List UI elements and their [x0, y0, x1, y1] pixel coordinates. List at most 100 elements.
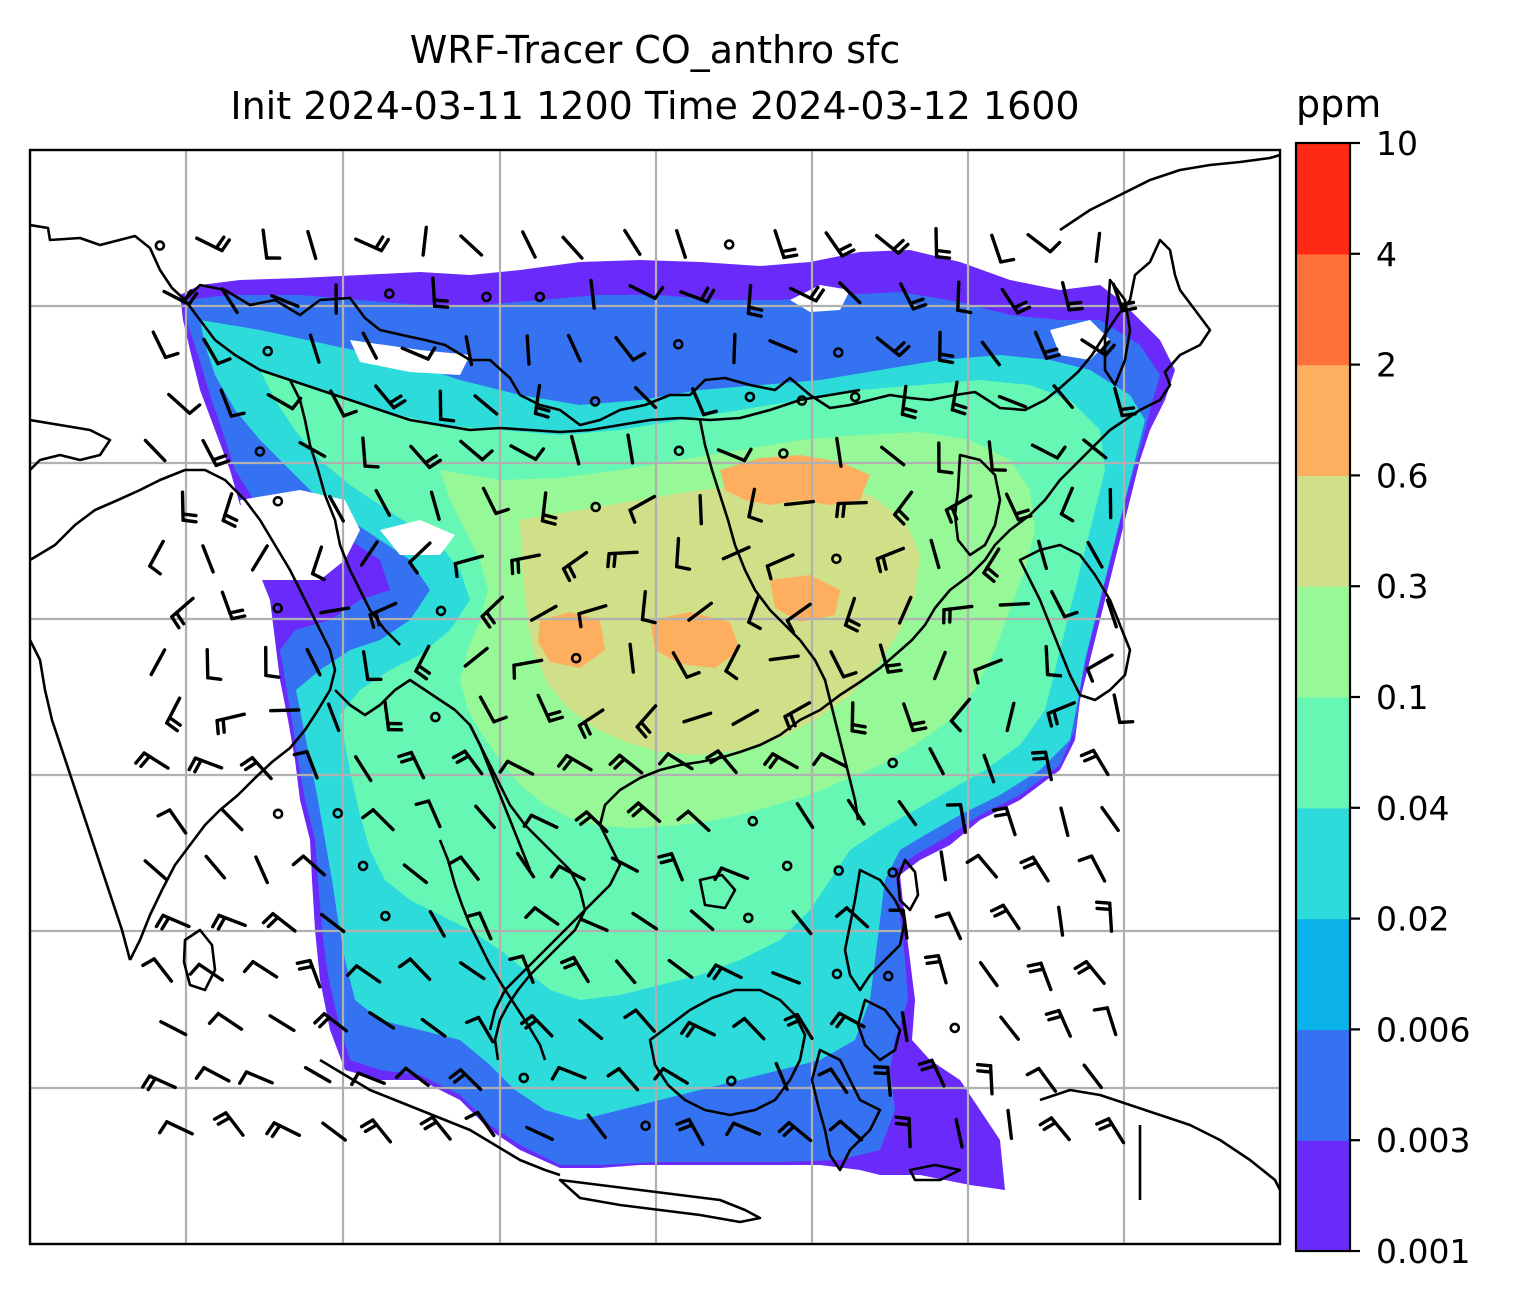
wind-barb	[657, 852, 684, 882]
wind-barb	[448, 1068, 483, 1092]
wind-barb	[463, 646, 489, 668]
wind-barb	[220, 287, 239, 315]
wind-barb	[1046, 701, 1076, 728]
wind-barb	[791, 909, 813, 936]
wind-barb	[1112, 693, 1135, 725]
wind-barb	[158, 1120, 194, 1136]
wind-barb	[480, 595, 505, 629]
coastline-philippines	[843, 868, 907, 992]
wind-barb	[250, 544, 269, 572]
wind-barb	[874, 233, 910, 255]
wind-barb	[154, 913, 191, 931]
wind-barb	[459, 439, 494, 462]
boundary-mekong	[468, 724, 532, 871]
colorbar-tick-label: 0.006	[1376, 1010, 1470, 1049]
colorbar-segment-8	[1296, 253, 1350, 366]
wind-barb	[875, 336, 911, 358]
wind-barb	[1073, 959, 1106, 986]
wind-barb	[329, 389, 358, 418]
coastline-sumatra	[319, 1058, 561, 1177]
wind-barb	[194, 1066, 231, 1083]
wind-barb	[1052, 384, 1074, 410]
wind-barb	[725, 1121, 762, 1137]
wind-barb	[615, 959, 637, 985]
wind-barb	[589, 278, 596, 310]
wind-barb	[742, 912, 754, 924]
wind-barb	[220, 807, 244, 832]
wind-barb	[674, 536, 692, 571]
wind-barb	[525, 1125, 554, 1142]
wind-barb	[570, 434, 581, 466]
wind-barb	[828, 1119, 864, 1142]
wind-barb	[732, 332, 737, 365]
wind-barb	[1095, 1117, 1126, 1145]
wind-barb	[215, 712, 246, 736]
wind-barb	[481, 291, 492, 303]
wind-barb	[305, 648, 322, 677]
wind-barb	[570, 652, 582, 664]
wind-barb	[768, 654, 800, 662]
wind-barb	[812, 752, 848, 769]
wind-barb	[843, 596, 861, 633]
wind-barb	[332, 807, 344, 819]
wind-barb	[151, 330, 180, 360]
wind-barb	[453, 554, 485, 579]
wind-barb	[429, 490, 441, 521]
wind-barb	[747, 487, 764, 523]
wind-barb	[898, 282, 928, 311]
wind-barb	[143, 438, 167, 463]
wind-barb	[266, 392, 303, 411]
wind-barb	[672, 338, 684, 350]
wind-barb	[361, 650, 383, 682]
coastline-philippines-south	[856, 998, 902, 1062]
wind-barb	[1004, 492, 1033, 522]
wind-barb	[1033, 330, 1061, 360]
wind-barb	[829, 1011, 866, 1029]
colorbar-tick-label: 2	[1376, 346, 1397, 385]
wind-barb	[835, 500, 868, 519]
colorbar-tick-label: 0.04	[1376, 789, 1449, 828]
wind-barb	[783, 1012, 814, 1041]
wind-barb	[980, 340, 1001, 367]
wind-barb	[897, 799, 918, 827]
wind-barb	[525, 334, 531, 366]
wind-barb	[402, 863, 429, 885]
wind-barb	[510, 553, 541, 576]
wind-barb	[989, 903, 1021, 931]
wind-barb	[731, 708, 760, 727]
wind-barb	[667, 958, 694, 980]
wind-barb	[771, 971, 801, 985]
wind-barb	[723, 239, 735, 250]
coastline-korea	[953, 453, 1002, 557]
wind-barb	[414, 644, 431, 681]
wind-barb	[878, 643, 903, 674]
wind-barb	[1025, 1066, 1058, 1093]
colorbar-segment-1	[1296, 1029, 1350, 1141]
wind-barb	[557, 754, 593, 772]
wind-barb	[628, 494, 657, 524]
wind-barb	[834, 906, 870, 929]
wind-barb	[464, 1110, 496, 1138]
wind-barb	[835, 436, 843, 468]
wind-barb	[689, 909, 715, 932]
wind-barb	[939, 850, 948, 882]
wind-barb	[451, 749, 484, 776]
wind-barb	[1026, 961, 1053, 992]
wind-barb	[207, 1011, 244, 1031]
wind-barb	[508, 954, 535, 984]
wind-barb	[817, 1067, 849, 1094]
wind-barb	[361, 808, 395, 832]
wind-barb	[263, 645, 281, 679]
wind-barb	[973, 658, 1003, 685]
wind-barb	[1082, 438, 1108, 460]
coastline-malay-peninsula	[438, 839, 547, 1061]
wind-barb	[313, 1012, 349, 1033]
wind-barb	[473, 394, 499, 416]
wind-barb	[589, 396, 601, 407]
wind-barb	[141, 957, 174, 983]
wind-barb	[687, 601, 713, 622]
wind-barb	[272, 602, 284, 614]
wind-barb	[272, 808, 284, 820]
wind-barb	[529, 604, 558, 622]
wind-barb	[997, 394, 1028, 409]
